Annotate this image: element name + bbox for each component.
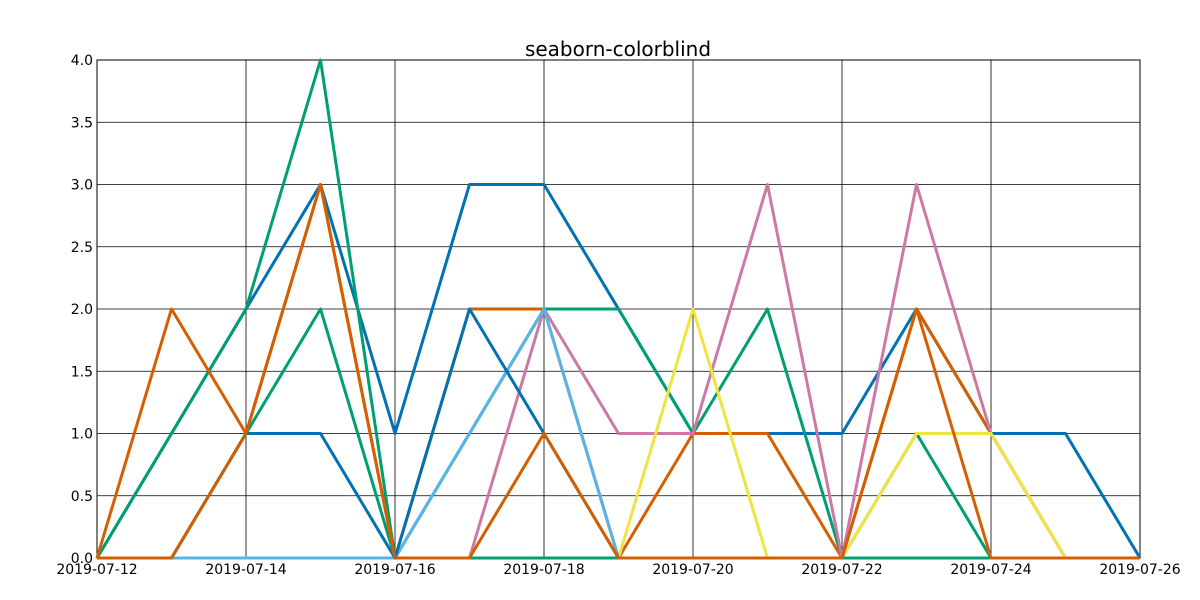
y-tick-label: 4.0 xyxy=(71,53,93,69)
x-tick-label: 2019-07-26 xyxy=(1099,562,1180,578)
y-tick-label: 3.0 xyxy=(71,178,93,194)
x-tick-label: 2019-07-24 xyxy=(950,562,1031,578)
x-tick-label: 2019-07-18 xyxy=(503,562,584,578)
y-tick-label: 1.0 xyxy=(71,427,93,443)
y-tick-label: 2.5 xyxy=(71,240,93,256)
x-tick-label: 2019-07-22 xyxy=(801,562,882,578)
y-tick-label: 0.0 xyxy=(71,551,93,567)
series-line xyxy=(95,58,1140,560)
x-tick-label: 2019-07-20 xyxy=(652,562,733,578)
x-tick-label: 2019-07-14 xyxy=(205,562,286,578)
y-tick-label: 1.5 xyxy=(71,364,93,380)
x-tick-label: 2019-07-12 xyxy=(56,562,137,578)
y-tick-label: 3.5 xyxy=(71,115,93,131)
y-tick-label: 2.0 xyxy=(71,302,93,318)
series-line xyxy=(97,183,1140,560)
x-tick-label: 2019-07-16 xyxy=(354,562,435,578)
chart-title: seaborn-colorblind xyxy=(525,37,711,61)
y-tick-label: 0.5 xyxy=(71,489,93,505)
